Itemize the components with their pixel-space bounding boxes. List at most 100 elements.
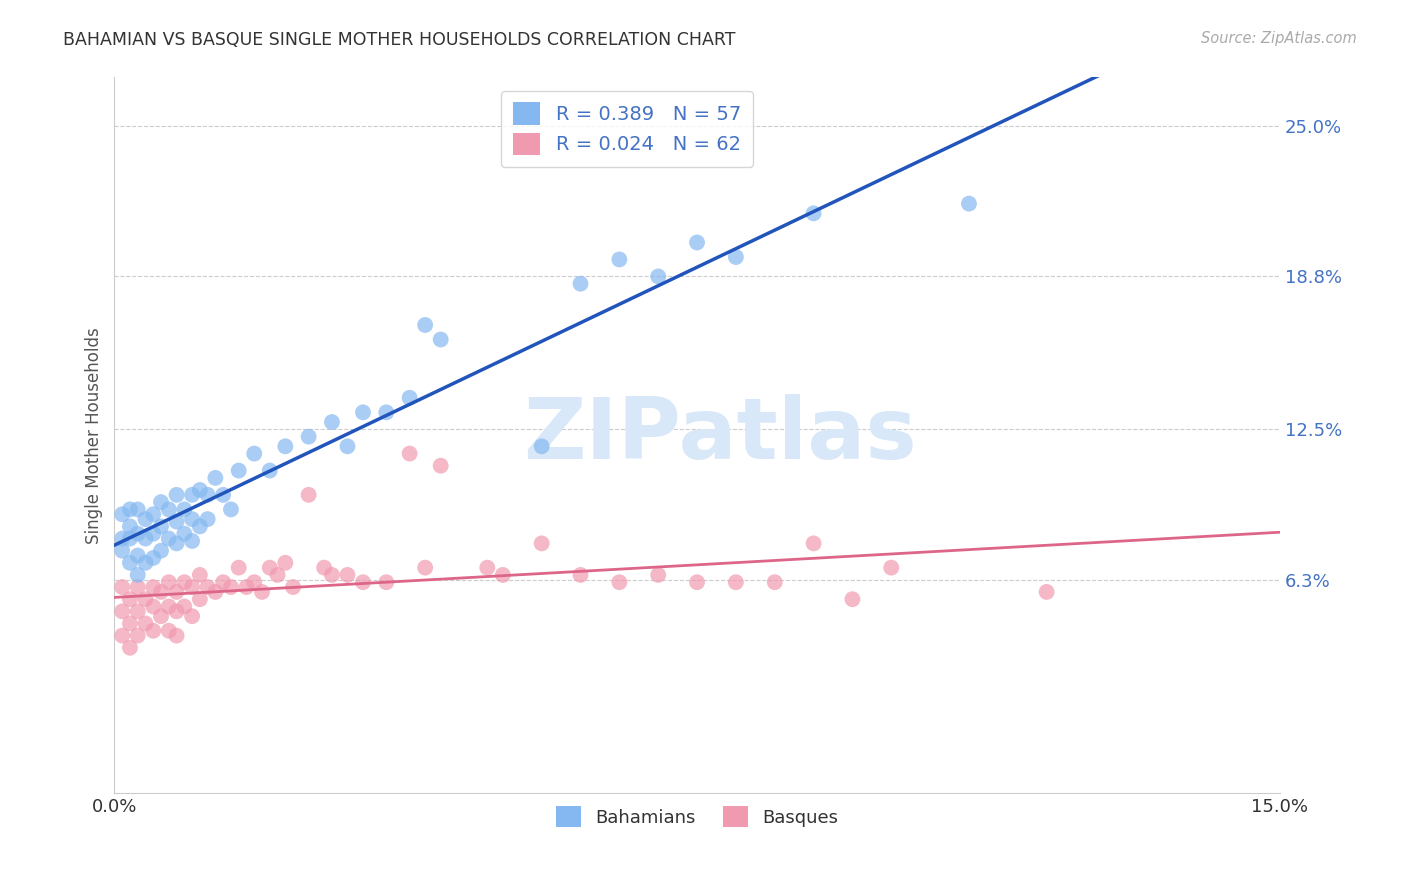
Point [127,580,149,594]
Point [166,536,188,550]
Point [166,488,188,502]
Point [157,599,180,614]
Y-axis label: Single Mother Households: Single Mother Households [86,327,103,544]
Point [219,502,242,516]
Point [127,604,149,618]
Point [204,585,226,599]
Point [321,568,343,582]
Point [803,206,825,220]
Point [321,415,343,429]
Point [188,519,211,533]
Point [173,575,195,590]
Point [243,447,266,461]
Point [111,543,134,558]
Point [763,575,786,590]
Point [204,471,226,485]
Point [375,575,398,590]
Point [111,580,134,594]
Point [142,624,165,638]
Point [127,502,149,516]
Point [197,488,219,502]
Point [298,429,321,443]
Point [880,560,903,574]
Point [609,252,631,267]
Point [142,551,165,566]
Point [142,526,165,541]
Point [352,405,374,419]
Point [530,439,553,453]
Point [281,580,304,594]
Point [166,604,188,618]
Point [150,543,173,558]
Point [803,536,825,550]
Point [173,502,195,516]
Point [150,585,173,599]
Point [188,483,211,497]
Point [259,464,281,478]
Point [127,629,149,643]
Point [398,391,420,405]
Point [134,512,156,526]
Point [181,609,204,624]
Point [173,599,195,614]
Point [266,568,288,582]
Point [118,532,141,546]
Point [724,250,747,264]
Point [150,519,173,533]
Point [314,560,336,574]
Point [111,508,134,522]
Point [228,464,250,478]
Point [181,533,204,548]
Point [111,532,134,546]
Point [647,568,669,582]
Point [569,277,592,291]
Point [336,439,359,453]
Point [609,575,631,590]
Point [212,575,235,590]
Point [274,556,297,570]
Point [118,616,141,631]
Point [250,585,273,599]
Point [188,592,211,607]
Point [429,333,451,347]
Point [259,560,281,574]
Point [134,592,156,607]
Point [1035,585,1057,599]
Point [134,556,156,570]
Point [188,568,211,582]
Point [197,580,219,594]
Point [352,575,374,590]
Point [111,629,134,643]
Point [724,575,747,590]
Point [957,196,980,211]
Point [228,560,250,574]
Point [530,536,553,550]
Point [157,502,180,516]
Point [197,512,219,526]
Point [569,568,592,582]
Point [118,592,141,607]
Point [336,568,359,582]
Point [173,526,195,541]
Point [142,580,165,594]
Point [111,604,134,618]
Point [127,568,149,582]
Point [157,532,180,546]
Legend: Bahamians, Basques: Bahamians, Basques [548,799,846,834]
Point [118,640,141,655]
Point [166,585,188,599]
Point [181,512,204,526]
Point [413,560,436,574]
Point [212,488,235,502]
Point [127,526,149,541]
Point [235,580,257,594]
Point [181,580,204,594]
Point [492,568,515,582]
Point [181,488,204,502]
Point [298,488,321,502]
Point [134,532,156,546]
Point [647,269,669,284]
Point [118,502,141,516]
Point [477,560,499,574]
Point [118,519,141,533]
